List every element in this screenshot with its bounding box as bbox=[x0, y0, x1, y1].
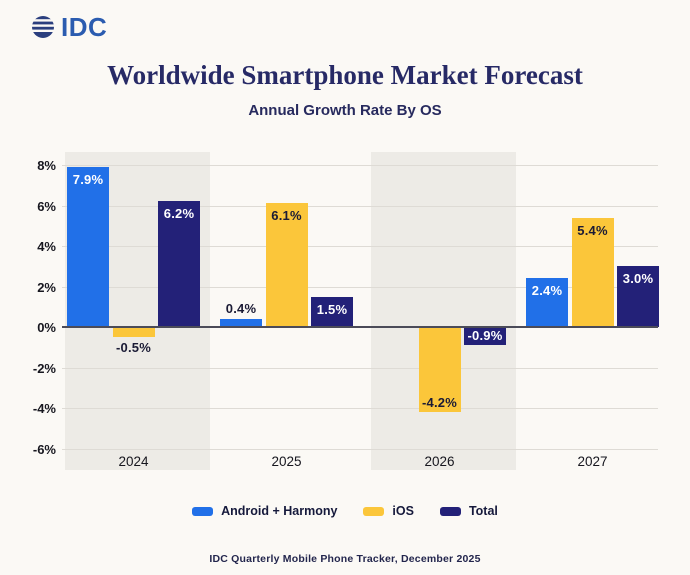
bar-value-label: 7.9% bbox=[72, 172, 104, 188]
gridline bbox=[62, 205, 658, 207]
bar: 3.0% bbox=[617, 266, 659, 327]
x-category-label: 2024 bbox=[118, 454, 149, 469]
y-tick-label: -2% bbox=[32, 360, 56, 376]
legend-swatch-icon bbox=[192, 506, 214, 516]
legend-label: iOS bbox=[392, 504, 414, 518]
bar: 1.5% bbox=[311, 296, 353, 327]
y-tick-label: 0% bbox=[37, 320, 56, 335]
x-category-label: 2027 bbox=[577, 454, 608, 469]
y-tick-label: 6% bbox=[37, 198, 56, 214]
idc-logo-text: IDC bbox=[61, 12, 108, 42]
bar-value-label: 6.2% bbox=[163, 206, 195, 222]
bar-value-label: 0.4% bbox=[225, 300, 257, 316]
y-tick-label: -4% bbox=[32, 401, 56, 416]
gridline bbox=[62, 246, 658, 247]
gridline bbox=[62, 448, 658, 450]
chart-title: Worldwide Smartphone Market Forecast bbox=[107, 60, 583, 90]
bar-value-label: 6.1% bbox=[271, 208, 302, 224]
bar: -4.2% bbox=[418, 327, 461, 413]
bar-value-label: -0.5% bbox=[116, 340, 151, 356]
plot-area: 8% 6% 4% 2% 0% -2% -4% -6% 7.9% 0.4% 2.4% -0.5% 6.1%… bbox=[33, 152, 659, 470]
bar: 2.4% bbox=[526, 278, 568, 327]
gridline bbox=[62, 408, 658, 409]
bar-value-label: 2.4% bbox=[531, 283, 563, 299]
source-note: IDC Quarterly Mobile Phone Tracker, Dece… bbox=[209, 553, 481, 565]
bar-value-label: 1.5% bbox=[316, 301, 348, 317]
legend-label: Android + Harmony bbox=[221, 504, 338, 518]
y-tick-label: 4% bbox=[37, 239, 56, 254]
zero-axis-line bbox=[62, 326, 658, 328]
bar-value-label: 5.4% bbox=[577, 222, 608, 238]
bar: 5.4% bbox=[571, 217, 614, 327]
y-tick-label: -6% bbox=[32, 441, 56, 457]
legend-swatch-icon bbox=[363, 506, 385, 516]
legend-item: Total bbox=[439, 504, 498, 518]
gridline bbox=[62, 286, 658, 288]
legend-item: iOS bbox=[363, 504, 414, 518]
y-tick-label: 8% bbox=[37, 158, 56, 173]
bar: -0.9% bbox=[464, 327, 506, 346]
bar: 6.1% bbox=[265, 203, 308, 327]
idc-logo: IDC bbox=[28, 12, 107, 42]
legend: Android + Harmony iOS Total bbox=[0, 504, 690, 518]
legend-label: Total bbox=[468, 504, 498, 518]
x-category-label: 2025 bbox=[271, 454, 302, 469]
bar: 0.4% bbox=[220, 302, 262, 327]
y-tick-label: 2% bbox=[37, 279, 56, 295]
legend-item: Android + Harmony bbox=[192, 504, 337, 518]
x-category-label: 2026 bbox=[424, 454, 455, 469]
gridline bbox=[62, 165, 658, 166]
bar-value-label: -0.9% bbox=[467, 328, 503, 344]
bar-value-label: -4.2% bbox=[422, 395, 457, 411]
chart-subtitle: Annual Growth Rate By OS bbox=[248, 102, 442, 119]
legend-swatch-icon bbox=[439, 506, 461, 516]
category-band bbox=[371, 152, 516, 470]
idc-globe-icon bbox=[29, 16, 57, 38]
gridline bbox=[62, 367, 658, 369]
bar: -0.5% bbox=[112, 327, 155, 354]
bar: 6.2% bbox=[158, 201, 200, 327]
bar: 7.9% bbox=[67, 167, 109, 327]
bar-value-label: 3.0% bbox=[622, 271, 654, 287]
